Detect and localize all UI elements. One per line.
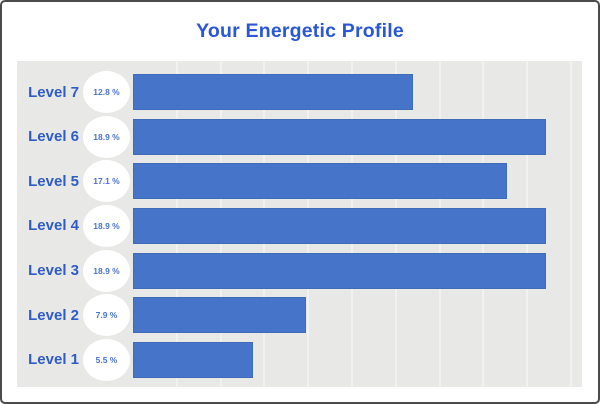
bar-track	[133, 341, 570, 378]
page-title: Your Energetic Profile	[196, 20, 404, 42]
value-badge-text: 5.5 %	[95, 354, 118, 365]
row-label: Level 6	[28, 128, 79, 146]
bar	[133, 297, 306, 334]
value-badge: 18.9 %	[83, 249, 130, 292]
bar	[133, 118, 546, 155]
value-badge-text: 18.9 %	[93, 220, 120, 231]
bar-track	[133, 74, 570, 110]
bar-track	[133, 118, 570, 155]
chart-row: Level 2 7.9 %	[17, 294, 582, 337]
bar	[133, 163, 507, 200]
chart-row: Level 5 17.1 %	[17, 160, 582, 203]
chart-row: Level 6 18.9 %	[17, 115, 582, 158]
value-badge: 18.9 %	[83, 115, 130, 158]
value-badge: 7.9 %	[83, 294, 130, 337]
value-badge-text: 12.8 %	[93, 87, 120, 97]
value-badge: 12.8 %	[83, 71, 130, 113]
row-label: Level 5	[28, 172, 79, 190]
bar-track	[133, 252, 570, 289]
chart-row: Level 4 18.9 %	[17, 204, 582, 247]
value-badge-text: 18.9 %	[93, 265, 120, 276]
chart-area: Level 7 12.8 % Level 6 18.9 % Level 5 17…	[17, 61, 582, 387]
bar-track	[133, 207, 570, 244]
chart-rows: Level 7 12.8 % Level 6 18.9 % Level 5 17…	[17, 61, 582, 387]
bar-track	[133, 163, 570, 200]
row-label: Level 1	[28, 351, 79, 369]
bar	[133, 341, 254, 378]
value-badge: 5.5 %	[83, 338, 130, 381]
chart-row: Level 3 18.9 %	[17, 249, 582, 292]
value-badge: 18.9 %	[83, 204, 130, 247]
row-label: Level 2	[28, 306, 79, 324]
row-label: Level 3	[28, 262, 79, 280]
value-badge-text: 18.9 %	[93, 131, 120, 142]
chart-row: Level 7 12.8 %	[17, 71, 582, 113]
bar	[133, 252, 546, 289]
bar	[133, 74, 413, 110]
value-badge-text: 17.1 %	[93, 176, 120, 187]
bar-track	[133, 297, 570, 334]
value-badge-text: 7.9 %	[95, 310, 118, 321]
value-badge: 17.1 %	[83, 160, 130, 203]
chart-row: Level 1 5.5 %	[17, 338, 582, 381]
row-label: Level 7	[28, 83, 79, 101]
bar	[133, 207, 546, 244]
row-label: Level 4	[28, 217, 79, 235]
